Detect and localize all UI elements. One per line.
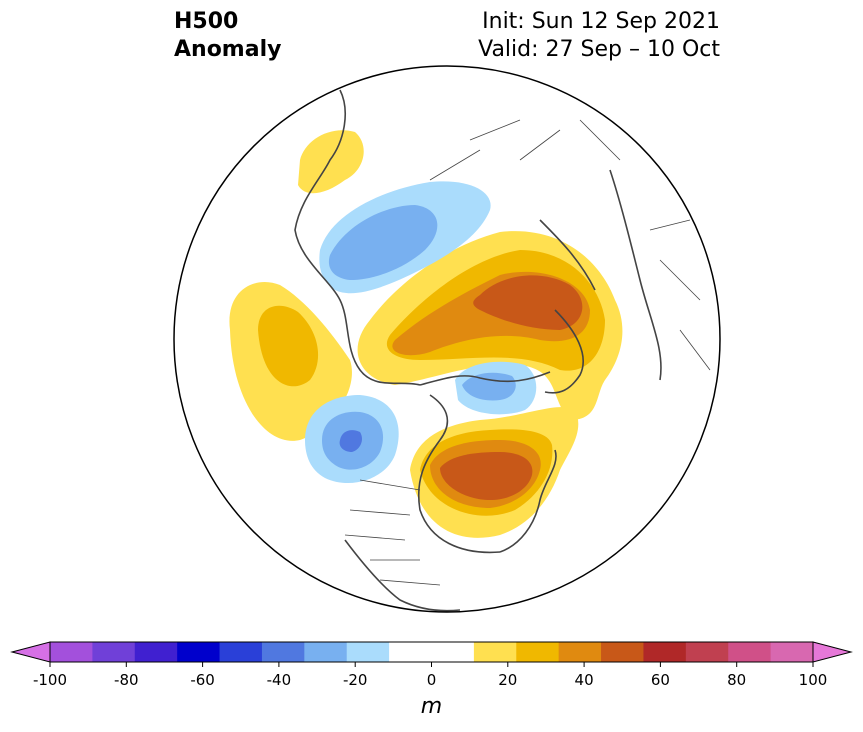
colorbar-cell — [177, 642, 221, 662]
colorbar-cell — [431, 642, 475, 662]
title-line-1: H500 — [174, 9, 239, 34]
colorbar-cell — [558, 642, 602, 662]
colorbar-tick-label: -40 — [267, 671, 292, 689]
colorbar-cell — [261, 642, 305, 662]
colorbar-tick-label: 20 — [498, 671, 517, 689]
colorbar-tick-label: 0 — [427, 671, 437, 689]
colorbar: -100 -80 -60 -40 -20 0 20 40 60 80 100 — [10, 641, 853, 689]
anomaly-pacific-positive — [229, 282, 352, 441]
colorbar-cell — [219, 642, 263, 662]
colorbar-cell — [92, 642, 136, 662]
title-line-2: Anomaly — [174, 37, 282, 62]
colorbar-cell — [643, 642, 687, 662]
anomaly-atlantic-negative — [319, 181, 491, 294]
colorbar-cell — [601, 642, 644, 662]
colorbar-cell — [770, 642, 814, 662]
colorbar-cell — [50, 642, 93, 662]
anomaly-pacific-negative — [305, 395, 399, 484]
colorbar-tick-label: -60 — [190, 671, 215, 689]
colorbar-cell — [473, 642, 517, 662]
borders — [344, 119, 711, 586]
map-title: H500 Anomaly — [174, 8, 281, 64]
colorbar-extend-low — [10, 641, 51, 663]
colorbar-cell — [134, 642, 178, 662]
colorbar-extend-high — [812, 641, 853, 663]
globe-outline — [173, 65, 721, 613]
anomaly-namerica-positive — [410, 406, 579, 538]
colorbar-cell — [389, 642, 432, 662]
colorbar-cell — [685, 642, 729, 662]
colorbar-cell — [346, 642, 390, 662]
colorbar-cell — [728, 642, 772, 662]
anomaly-arctic-negative — [455, 361, 537, 415]
date-info: Init: Sun 12 Sep 2021 Valid: 27 Sep – 10… — [478, 8, 720, 64]
colorbar-tick-label: 100 — [799, 671, 828, 689]
colorbar-tick-label: -80 — [114, 671, 139, 689]
valid-date: Valid: 27 Sep – 10 Oct — [478, 37, 720, 62]
colorbar-tick-label: 60 — [651, 671, 670, 689]
colorbar-tick-label: -100 — [33, 671, 67, 689]
coastlines — [294, 89, 662, 612]
anomaly-eurasia-positive — [357, 231, 623, 420]
colorbar-tick-label: -20 — [343, 671, 368, 689]
colorbar-tick-label: 80 — [727, 671, 746, 689]
colorbar-units: m — [420, 694, 443, 719]
init-date: Init: Sun 12 Sep 2021 — [482, 9, 720, 34]
colorbar-cell — [516, 642, 560, 662]
anomaly-atlantic-positive — [298, 130, 364, 194]
colorbar-cell — [304, 642, 348, 662]
colorbar-tick-label: 40 — [575, 671, 594, 689]
